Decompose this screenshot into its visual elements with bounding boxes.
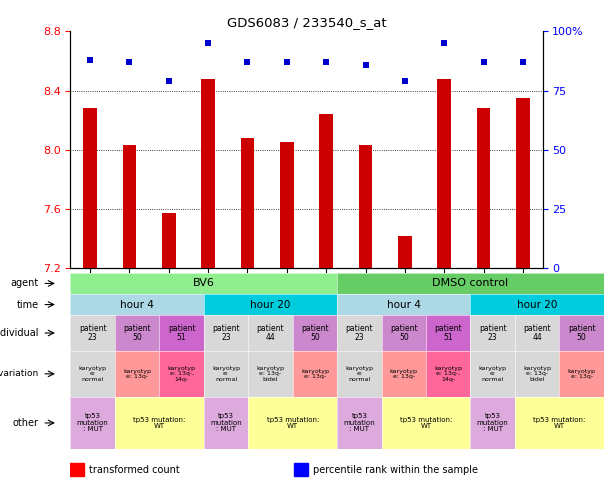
Text: patient
50: patient 50 — [301, 324, 329, 342]
Text: hour 4: hour 4 — [387, 299, 421, 310]
Text: karyotyp
e: 13q-: karyotyp e: 13q- — [568, 369, 596, 379]
Point — [440, 39, 449, 47]
Text: patient
23: patient 23 — [346, 324, 373, 342]
Text: tp53 mutation:
WT: tp53 mutation: WT — [133, 417, 186, 429]
Point — [479, 58, 489, 66]
Text: karyotyp
e: 13q-
bidel: karyotyp e: 13q- bidel — [256, 366, 284, 382]
Text: tp53
mutation
: MUT: tp53 mutation : MUT — [210, 413, 242, 432]
Bar — [162, 213, 176, 268]
Bar — [477, 108, 490, 268]
Text: patient
50: patient 50 — [568, 324, 595, 342]
Title: GDS6083 / 233540_s_at: GDS6083 / 233540_s_at — [227, 16, 386, 29]
Text: percentile rank within the sample: percentile rank within the sample — [313, 465, 478, 475]
Text: karyotyp
e:
normal: karyotyp e: normal — [345, 366, 373, 382]
Text: tp53 mutation:
WT: tp53 mutation: WT — [400, 417, 452, 429]
Text: patient
44: patient 44 — [524, 324, 551, 342]
Text: BV6: BV6 — [193, 278, 215, 288]
Text: karyotyp
e:
normal: karyotyp e: normal — [78, 366, 107, 382]
Point — [243, 58, 253, 66]
Point — [282, 58, 292, 66]
Text: patient
23: patient 23 — [479, 324, 506, 342]
Text: hour 20: hour 20 — [250, 299, 291, 310]
Point — [321, 58, 331, 66]
Text: karyotyp
e: 13q-
bidel: karyotyp e: 13q- bidel — [523, 366, 551, 382]
Bar — [201, 79, 215, 268]
Point — [124, 58, 134, 66]
Text: time: time — [17, 299, 39, 310]
Text: karyotyp
e: 13q-: karyotyp e: 13q- — [390, 369, 418, 379]
Text: tp53
mutation
: MUT: tp53 mutation : MUT — [77, 413, 109, 432]
Bar — [294, 463, 308, 476]
Bar — [319, 114, 333, 268]
Text: patient
50: patient 50 — [390, 324, 417, 342]
Text: individual: individual — [0, 328, 39, 338]
Point — [85, 56, 95, 64]
Bar — [398, 236, 412, 268]
Point — [164, 77, 173, 85]
Bar — [83, 108, 97, 268]
Text: patient
23: patient 23 — [79, 324, 107, 342]
Text: patient
23: patient 23 — [212, 324, 240, 342]
Text: karyotyp
e: 13q-: karyotyp e: 13q- — [123, 369, 151, 379]
Text: tp53
mutation
: MUT: tp53 mutation : MUT — [343, 413, 375, 432]
Text: karyotyp
e:
normal: karyotyp e: normal — [212, 366, 240, 382]
Point — [204, 39, 213, 47]
Text: tp53 mutation:
WT: tp53 mutation: WT — [533, 417, 585, 429]
Text: karyotyp
e: 13q-,
14q-: karyotyp e: 13q-, 14q- — [167, 366, 196, 382]
Text: tp53 mutation:
WT: tp53 mutation: WT — [267, 417, 319, 429]
Text: patient
51: patient 51 — [168, 324, 196, 342]
Text: other: other — [13, 418, 39, 428]
Text: genotype/variation: genotype/variation — [0, 369, 39, 378]
Bar — [280, 142, 294, 268]
Text: hour 20: hour 20 — [517, 299, 557, 310]
Text: karyotyp
e: 13q-: karyotyp e: 13q- — [301, 369, 329, 379]
Point — [400, 77, 409, 85]
Bar — [359, 145, 372, 268]
Text: transformed count: transformed count — [89, 465, 180, 475]
Text: agent: agent — [10, 278, 39, 288]
Text: karyotyp
e: 13q-,
14q-: karyotyp e: 13q-, 14q- — [434, 366, 462, 382]
Bar — [437, 79, 451, 268]
Bar — [123, 145, 136, 268]
Point — [518, 58, 528, 66]
Text: karyotyp
e:
normal: karyotyp e: normal — [479, 366, 507, 382]
Bar — [70, 463, 84, 476]
Text: patient
50: patient 50 — [123, 324, 151, 342]
Text: tp53
mutation
: MUT: tp53 mutation : MUT — [477, 413, 509, 432]
Text: patient
51: patient 51 — [435, 324, 462, 342]
Text: DMSO control: DMSO control — [432, 278, 509, 288]
Bar — [241, 138, 254, 268]
Point — [360, 61, 370, 69]
Text: hour 4: hour 4 — [120, 299, 154, 310]
Bar — [516, 98, 530, 268]
Text: patient
44: patient 44 — [257, 324, 284, 342]
